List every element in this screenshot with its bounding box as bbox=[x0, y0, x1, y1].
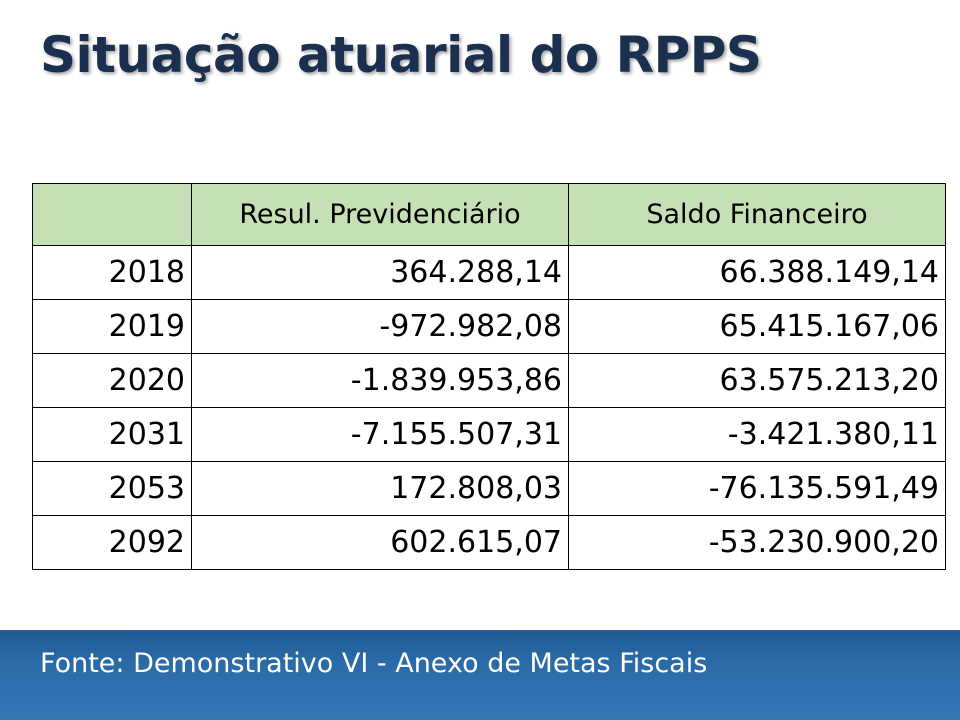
header-resultado: Resul. Previdenciário bbox=[191, 183, 569, 246]
year-cell: 2053 bbox=[32, 461, 192, 516]
table-header-row: Resul. Previdenciário Saldo Financeiro bbox=[32, 183, 946, 246]
table-row: 2031 -7.155.507,31 -3.421.380,11 bbox=[32, 407, 946, 462]
table-row: 2019 -972.982,08 65.415.167,06 bbox=[32, 299, 946, 354]
resultado-cell: 364.288,14 bbox=[191, 245, 569, 300]
resultado-cell: -972.982,08 bbox=[191, 299, 569, 354]
resultado-cell: -7.155.507,31 bbox=[191, 407, 569, 462]
resultado-cell: -1.839.953,86 bbox=[191, 353, 569, 408]
header-year bbox=[32, 183, 192, 246]
slide-title: Situação atuarial do RPPS bbox=[40, 26, 762, 84]
year-cell: 2020 bbox=[32, 353, 192, 408]
saldo-cell: 63.575.213,20 bbox=[568, 353, 946, 408]
year-cell: 2018 bbox=[32, 245, 192, 300]
header-saldo: Saldo Financeiro bbox=[568, 183, 946, 246]
source-note: Fonte: Demonstrativo VI - Anexo de Metas… bbox=[40, 648, 708, 679]
year-cell: 2092 bbox=[32, 515, 192, 570]
footer-bar bbox=[0, 630, 960, 720]
table-row: 2092 602.615,07 -53.230.900,20 bbox=[32, 515, 946, 570]
saldo-cell: -3.421.380,11 bbox=[568, 407, 946, 462]
resultado-cell: 172.808,03 bbox=[191, 461, 569, 516]
table-row: 2053 172.808,03 -76.135.591,49 bbox=[32, 461, 946, 516]
table-row: 2018 364.288,14 66.388.149,14 bbox=[32, 245, 946, 300]
saldo-cell: 66.388.149,14 bbox=[568, 245, 946, 300]
resultado-cell: 602.615,07 bbox=[191, 515, 569, 570]
saldo-cell: -76.135.591,49 bbox=[568, 461, 946, 516]
year-cell: 2031 bbox=[32, 407, 192, 462]
saldo-cell: -53.230.900,20 bbox=[568, 515, 946, 570]
rpps-table: Resul. Previdenciário Saldo Financeiro 2… bbox=[32, 183, 946, 570]
table-row: 2020 -1.839.953,86 63.575.213,20 bbox=[32, 353, 946, 408]
year-cell: 2019 bbox=[32, 299, 192, 354]
saldo-cell: 65.415.167,06 bbox=[568, 299, 946, 354]
